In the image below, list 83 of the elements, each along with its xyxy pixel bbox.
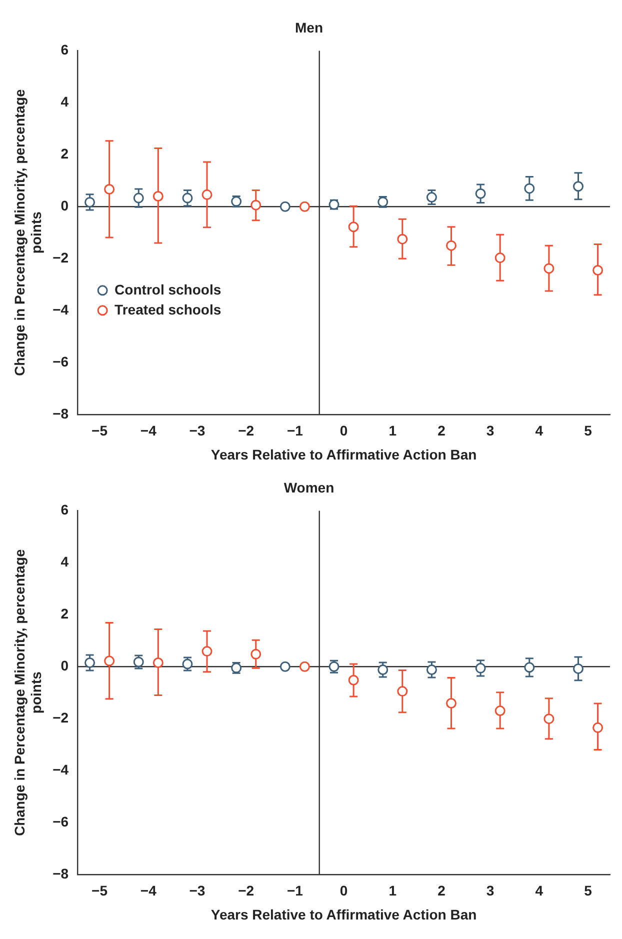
point [494, 706, 506, 716]
point [152, 657, 164, 668]
point [573, 663, 584, 674]
chart-title: Men [295, 19, 323, 36]
point [299, 661, 310, 672]
point [426, 664, 437, 675]
y-tick-label: 0 [60, 657, 69, 674]
point [133, 192, 144, 204]
point [494, 252, 506, 264]
point [84, 196, 96, 208]
x-tick-label: 5 [584, 882, 592, 899]
x-tick-label: −2 [238, 882, 254, 899]
point [280, 201, 290, 212]
x-tick-label: −1 [286, 422, 304, 439]
x-axis-title: Years Relative to Affirmative Action Ban [210, 446, 477, 462]
point [524, 662, 535, 673]
x-tick-label: −4 [140, 422, 157, 439]
x-tick-label: 2 [438, 422, 446, 439]
y-tick-label: −4 [52, 301, 69, 318]
x-tick-label: 5 [584, 422, 592, 439]
point [182, 192, 193, 204]
x-tick-label: 3 [486, 422, 494, 439]
legend-label: Treated schools [114, 301, 222, 318]
point [152, 190, 164, 202]
point [475, 188, 486, 199]
point [202, 646, 212, 657]
x-tick-label: −5 [92, 422, 108, 439]
x-tick-label: 0 [340, 882, 348, 899]
point [104, 184, 115, 194]
x-tick-label: 1 [388, 422, 397, 439]
point [280, 661, 290, 672]
point [348, 674, 359, 686]
point [378, 664, 388, 675]
point [250, 648, 262, 660]
y-tick-label: 6 [60, 502, 69, 518]
x-tick-label: −4 [140, 882, 157, 899]
y-tick-label: −2 [52, 709, 69, 726]
chart-title: Women [284, 479, 334, 496]
x-tick-label: 1 [388, 882, 397, 899]
point [446, 240, 456, 251]
x-tick-label: 3 [486, 882, 494, 899]
point [348, 222, 359, 232]
point [544, 263, 554, 274]
point [299, 201, 310, 212]
x-tick-label: 4 [535, 422, 544, 439]
point [475, 662, 486, 674]
point [446, 698, 456, 708]
point [544, 714, 554, 724]
x-axis-title: Years Relative to Affirmative Action Ban [210, 906, 477, 922]
y-axis-title: Change in Percentage Minority, percentage points [11, 88, 44, 376]
point [84, 657, 96, 668]
point [573, 181, 584, 192]
x-tick-label: −5 [92, 882, 108, 899]
y-axis-title: Change in Percentage Minority, percentage points [11, 548, 44, 836]
y-tick-label: −6 [52, 353, 69, 370]
y-tick-label: −8 [52, 865, 69, 882]
y-tick-label: −2 [52, 249, 69, 266]
point [202, 189, 212, 200]
y-tick-label: −8 [52, 405, 69, 422]
x-tick-label: 0 [340, 422, 348, 439]
y-tick-label: −6 [52, 813, 69, 830]
y-tick-label: 4 [60, 554, 69, 570]
point [250, 200, 262, 210]
y-tick-label: 2 [60, 606, 69, 622]
x-tick-label: 2 [438, 882, 446, 899]
point [592, 722, 604, 733]
x-tick-label: 4 [535, 882, 544, 899]
point [524, 183, 535, 194]
point [426, 192, 437, 203]
y-tick-label: −4 [52, 761, 69, 778]
point [397, 686, 408, 697]
y-tick-label: 2 [60, 146, 69, 162]
y-tick-label: 6 [60, 42, 69, 58]
legend-label: Control schools [114, 281, 222, 298]
x-tick-label: −3 [189, 422, 206, 439]
y-tick-label: 4 [60, 94, 69, 110]
x-tick-label: −1 [286, 882, 304, 899]
point [592, 265, 604, 276]
y-tick-label: 0 [60, 197, 69, 214]
x-tick-label: −2 [238, 422, 254, 439]
point [397, 234, 408, 244]
point [104, 656, 115, 666]
x-tick-label: −3 [189, 882, 206, 899]
